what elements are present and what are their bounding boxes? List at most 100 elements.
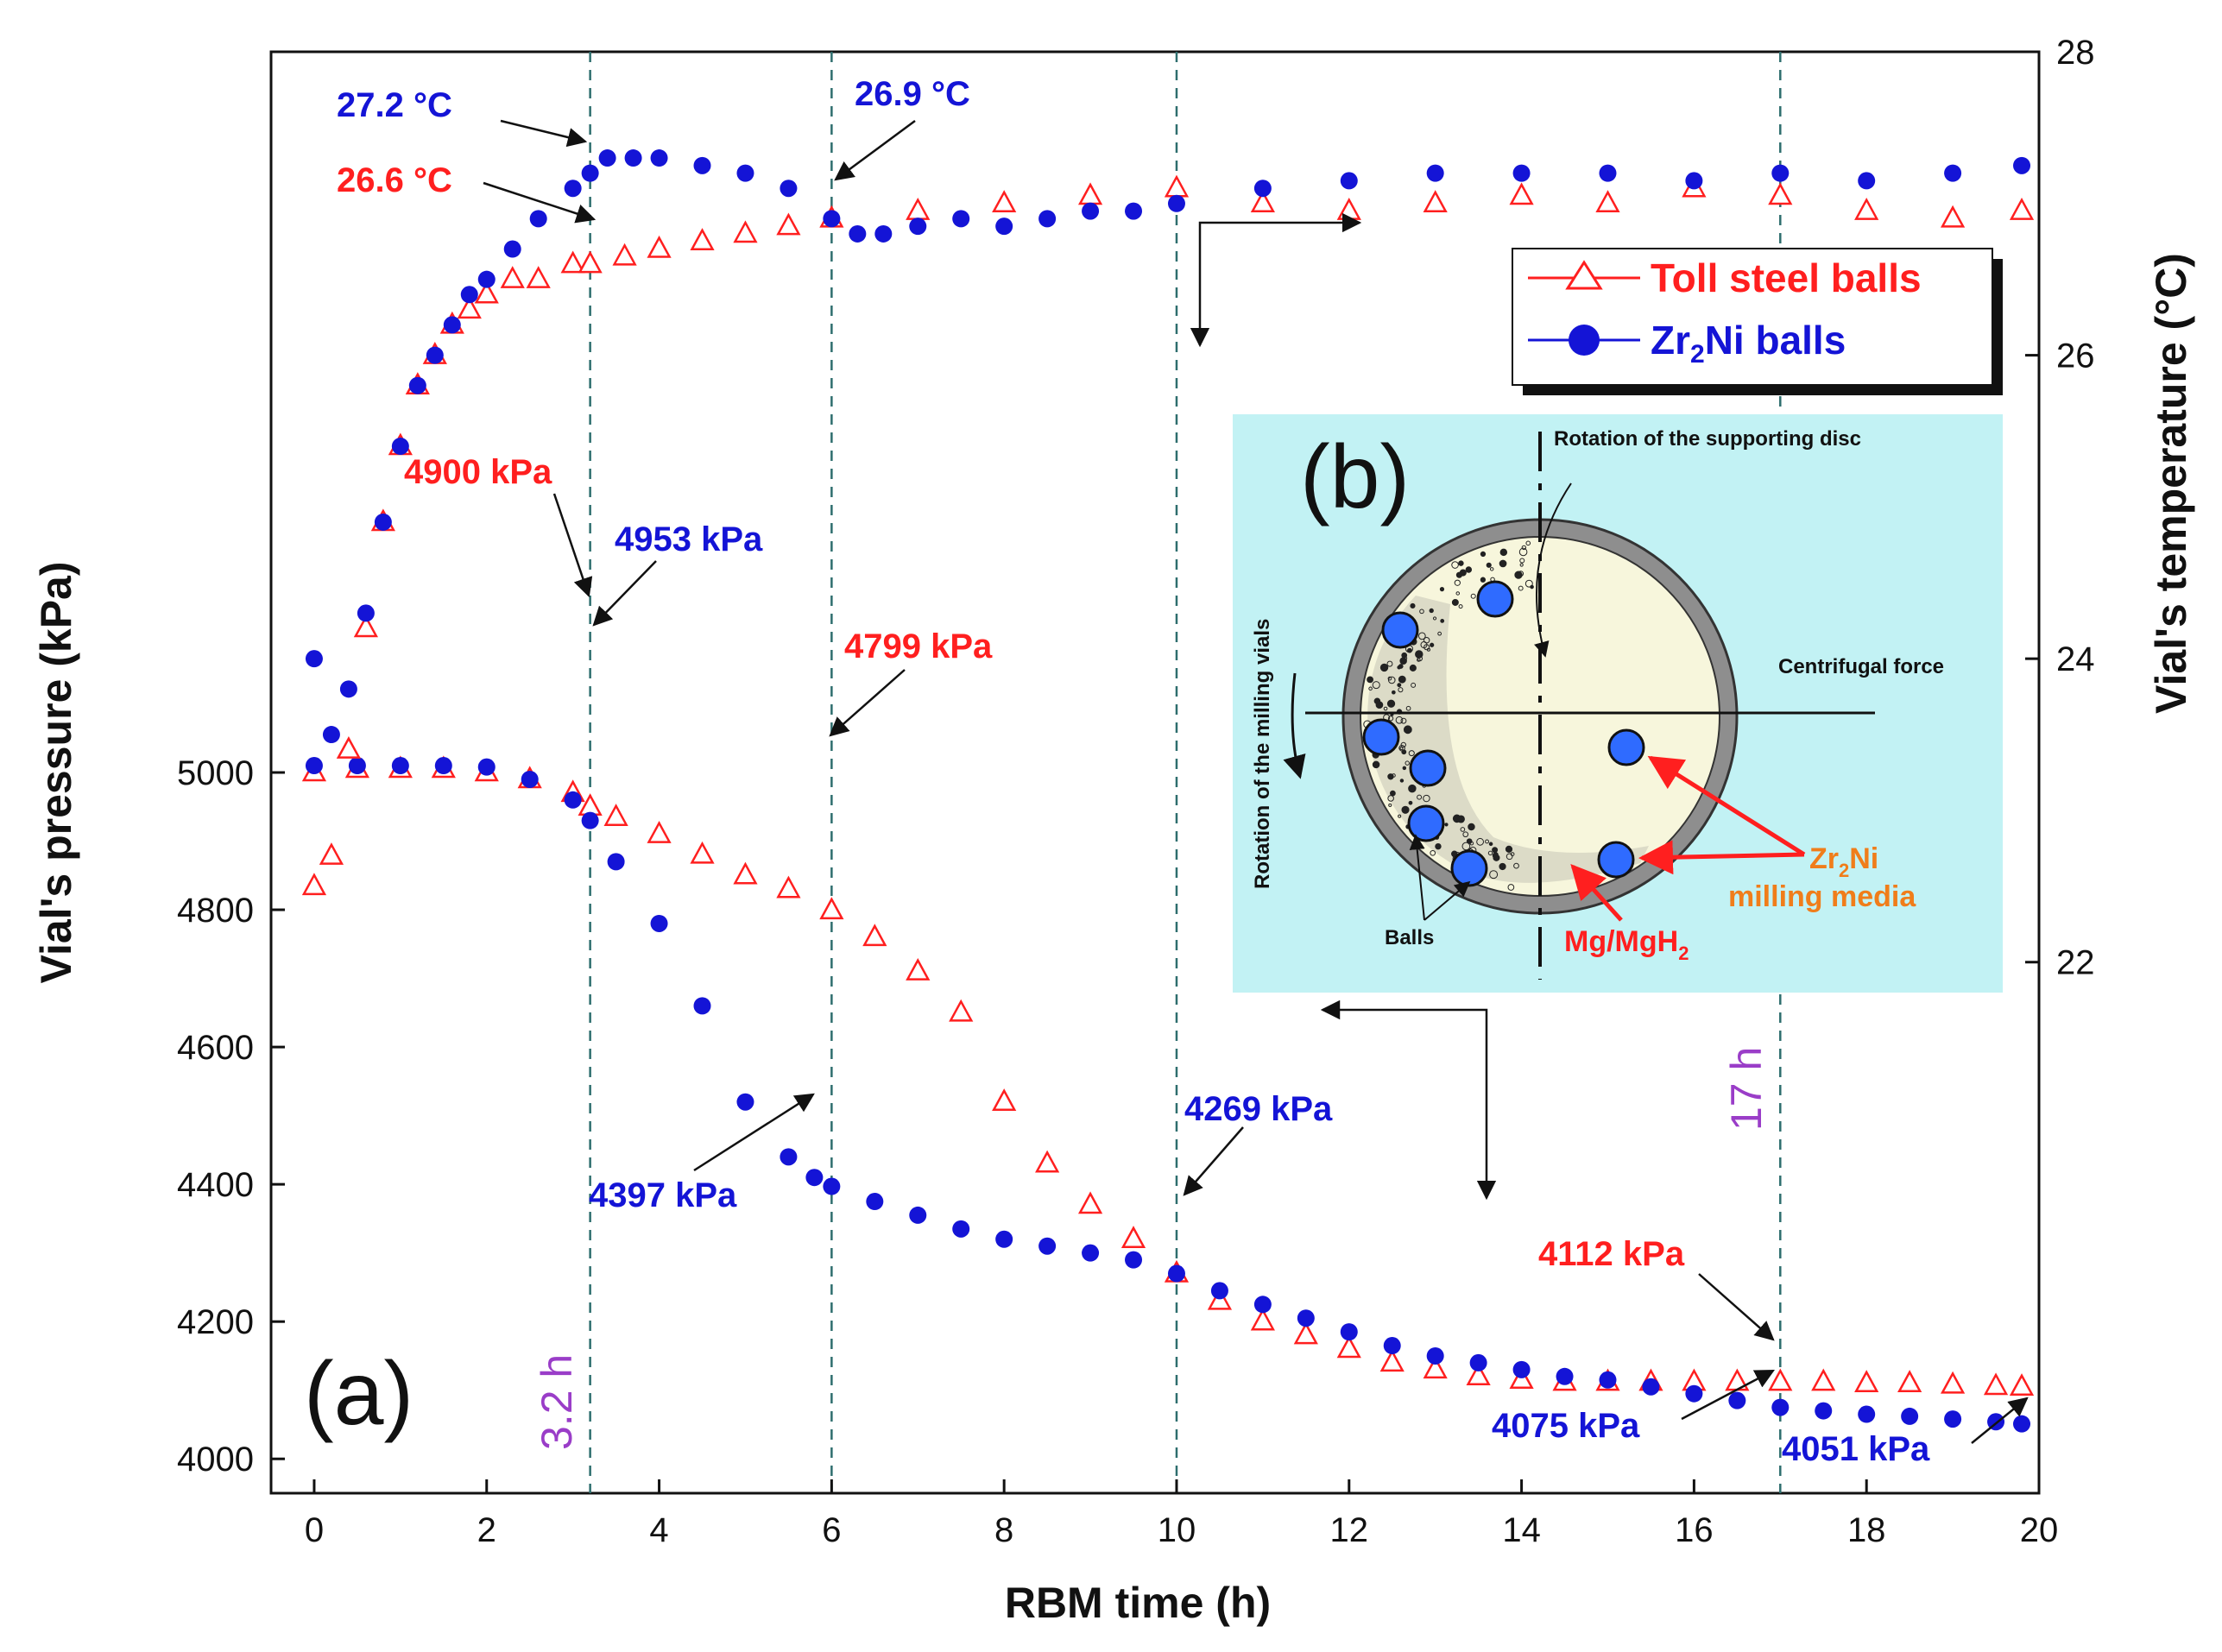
annotation-4397: 4397 kPa xyxy=(589,1176,737,1214)
powder-dot xyxy=(1391,690,1396,695)
point-circle xyxy=(952,1220,970,1238)
point-circle xyxy=(1556,1367,1574,1385)
powder-dot xyxy=(1525,540,1531,546)
arrow-4051 xyxy=(1971,1397,2029,1444)
y-left-tick-label: 4600 xyxy=(177,1029,254,1067)
x-tick-label: 16 xyxy=(1675,1511,1714,1549)
point-triangle xyxy=(1077,182,1103,205)
vial-rotation-arrow xyxy=(1283,672,1306,779)
leader-balls-2 xyxy=(1423,880,1471,921)
point-triangle xyxy=(647,820,672,843)
ball xyxy=(1597,841,1635,879)
series-1 xyxy=(305,757,2031,1433)
point-circle xyxy=(322,726,340,744)
powder-dot xyxy=(1470,593,1476,599)
arrow-4075 xyxy=(1681,1369,1775,1421)
powder-dot xyxy=(1399,747,1404,751)
powder-dot xyxy=(1405,760,1410,766)
annotation-arrows xyxy=(483,119,2029,1444)
point-circle xyxy=(624,149,642,167)
axis-ticks: 0 2 4 6 8 10 12 14 16 18 2040004200440046004800500… xyxy=(177,34,2094,1549)
point-triangle xyxy=(474,281,499,304)
point-triangle xyxy=(500,266,525,288)
legend-marker-triangle xyxy=(1565,260,1603,290)
powder-dot xyxy=(1398,814,1402,818)
legend-box xyxy=(1512,248,1993,386)
ball xyxy=(1409,749,1447,787)
powder-dot xyxy=(1426,647,1431,652)
label-balls: Balls xyxy=(1385,926,1434,949)
powder-dot xyxy=(1368,686,1373,691)
y-left-tick-label: 4400 xyxy=(177,1166,254,1204)
powder-dot xyxy=(1455,591,1461,596)
y-axis-label-left: Vial's pressure (kPa) xyxy=(32,561,80,983)
powder-dot xyxy=(1499,862,1506,871)
powder-dot xyxy=(1411,682,1417,688)
point-circle xyxy=(1599,1371,1617,1389)
point-triangle xyxy=(690,228,715,250)
powder-dot xyxy=(1387,676,1396,684)
point-circle xyxy=(1038,1237,1057,1255)
point-circle xyxy=(1944,164,1962,182)
annotation-4269: 4269 kPa xyxy=(1184,1090,1333,1128)
point-circle xyxy=(1383,1337,1401,1355)
powder-dot xyxy=(1514,571,1523,579)
point-circle xyxy=(1469,1353,1487,1371)
rotation-curve xyxy=(1534,482,1572,658)
point-triangle xyxy=(949,999,974,1022)
powder-dot xyxy=(1400,741,1406,748)
point-circle xyxy=(693,156,711,174)
point-circle xyxy=(391,438,409,456)
powder-dot xyxy=(1518,585,1524,591)
series-3 xyxy=(305,149,2031,744)
point-circle xyxy=(529,210,547,228)
point-circle xyxy=(1728,1391,1746,1409)
point-circle xyxy=(434,757,452,775)
legend-zr-sub: 2 xyxy=(1690,340,1705,369)
point-triangle xyxy=(733,861,758,885)
y-right-tick-label: 24 xyxy=(2056,640,2095,678)
point-circle xyxy=(1082,202,1100,220)
leader-balls-1 xyxy=(1409,834,1425,921)
point-circle xyxy=(1082,1244,1100,1262)
powder-dot xyxy=(1487,850,1493,856)
point-circle xyxy=(849,224,867,243)
powder-dot xyxy=(1466,838,1473,844)
x-tick-label: 8 xyxy=(994,1511,1013,1549)
point-circle xyxy=(909,218,927,236)
point-circle xyxy=(2013,1415,2031,1433)
point-triangle xyxy=(906,197,931,220)
series-layer xyxy=(301,149,2035,1433)
point-circle xyxy=(1253,180,1272,198)
x-tick-label: 12 xyxy=(1330,1511,1369,1549)
powder-dot xyxy=(1489,870,1499,880)
point-circle xyxy=(460,286,478,304)
point-circle xyxy=(693,997,711,1015)
point-circle xyxy=(780,180,798,198)
powder-dot xyxy=(1408,750,1415,757)
powder-dot xyxy=(1386,660,1393,667)
powder-dot xyxy=(1459,569,1467,577)
point-circle xyxy=(1426,164,1444,182)
point-circle xyxy=(305,650,323,668)
powder-dot xyxy=(1410,602,1416,609)
point-circle xyxy=(1426,1346,1444,1365)
powder-dot xyxy=(1519,563,1524,567)
powder-dot xyxy=(1403,725,1412,735)
point-circle xyxy=(1125,202,1143,220)
powder-dot xyxy=(1451,561,1459,569)
powder-dot xyxy=(1417,658,1421,662)
point-triangle xyxy=(612,243,637,266)
point-triangle xyxy=(1164,174,1190,198)
powder-dot xyxy=(1387,716,1394,722)
arrow-26-9 xyxy=(834,119,916,181)
point-triangle xyxy=(560,250,585,274)
axis-indicator-arrows xyxy=(1190,212,1497,1201)
mg-label-sub: 2 xyxy=(1678,943,1689,964)
x-tick-label: 4 xyxy=(649,1511,668,1549)
powder-dot xyxy=(1454,579,1461,586)
powder-dot xyxy=(1499,548,1508,557)
point-circle xyxy=(1901,1407,1919,1425)
point-triangle xyxy=(1595,190,1620,213)
red-arrow-zr-2 xyxy=(1638,840,1805,875)
